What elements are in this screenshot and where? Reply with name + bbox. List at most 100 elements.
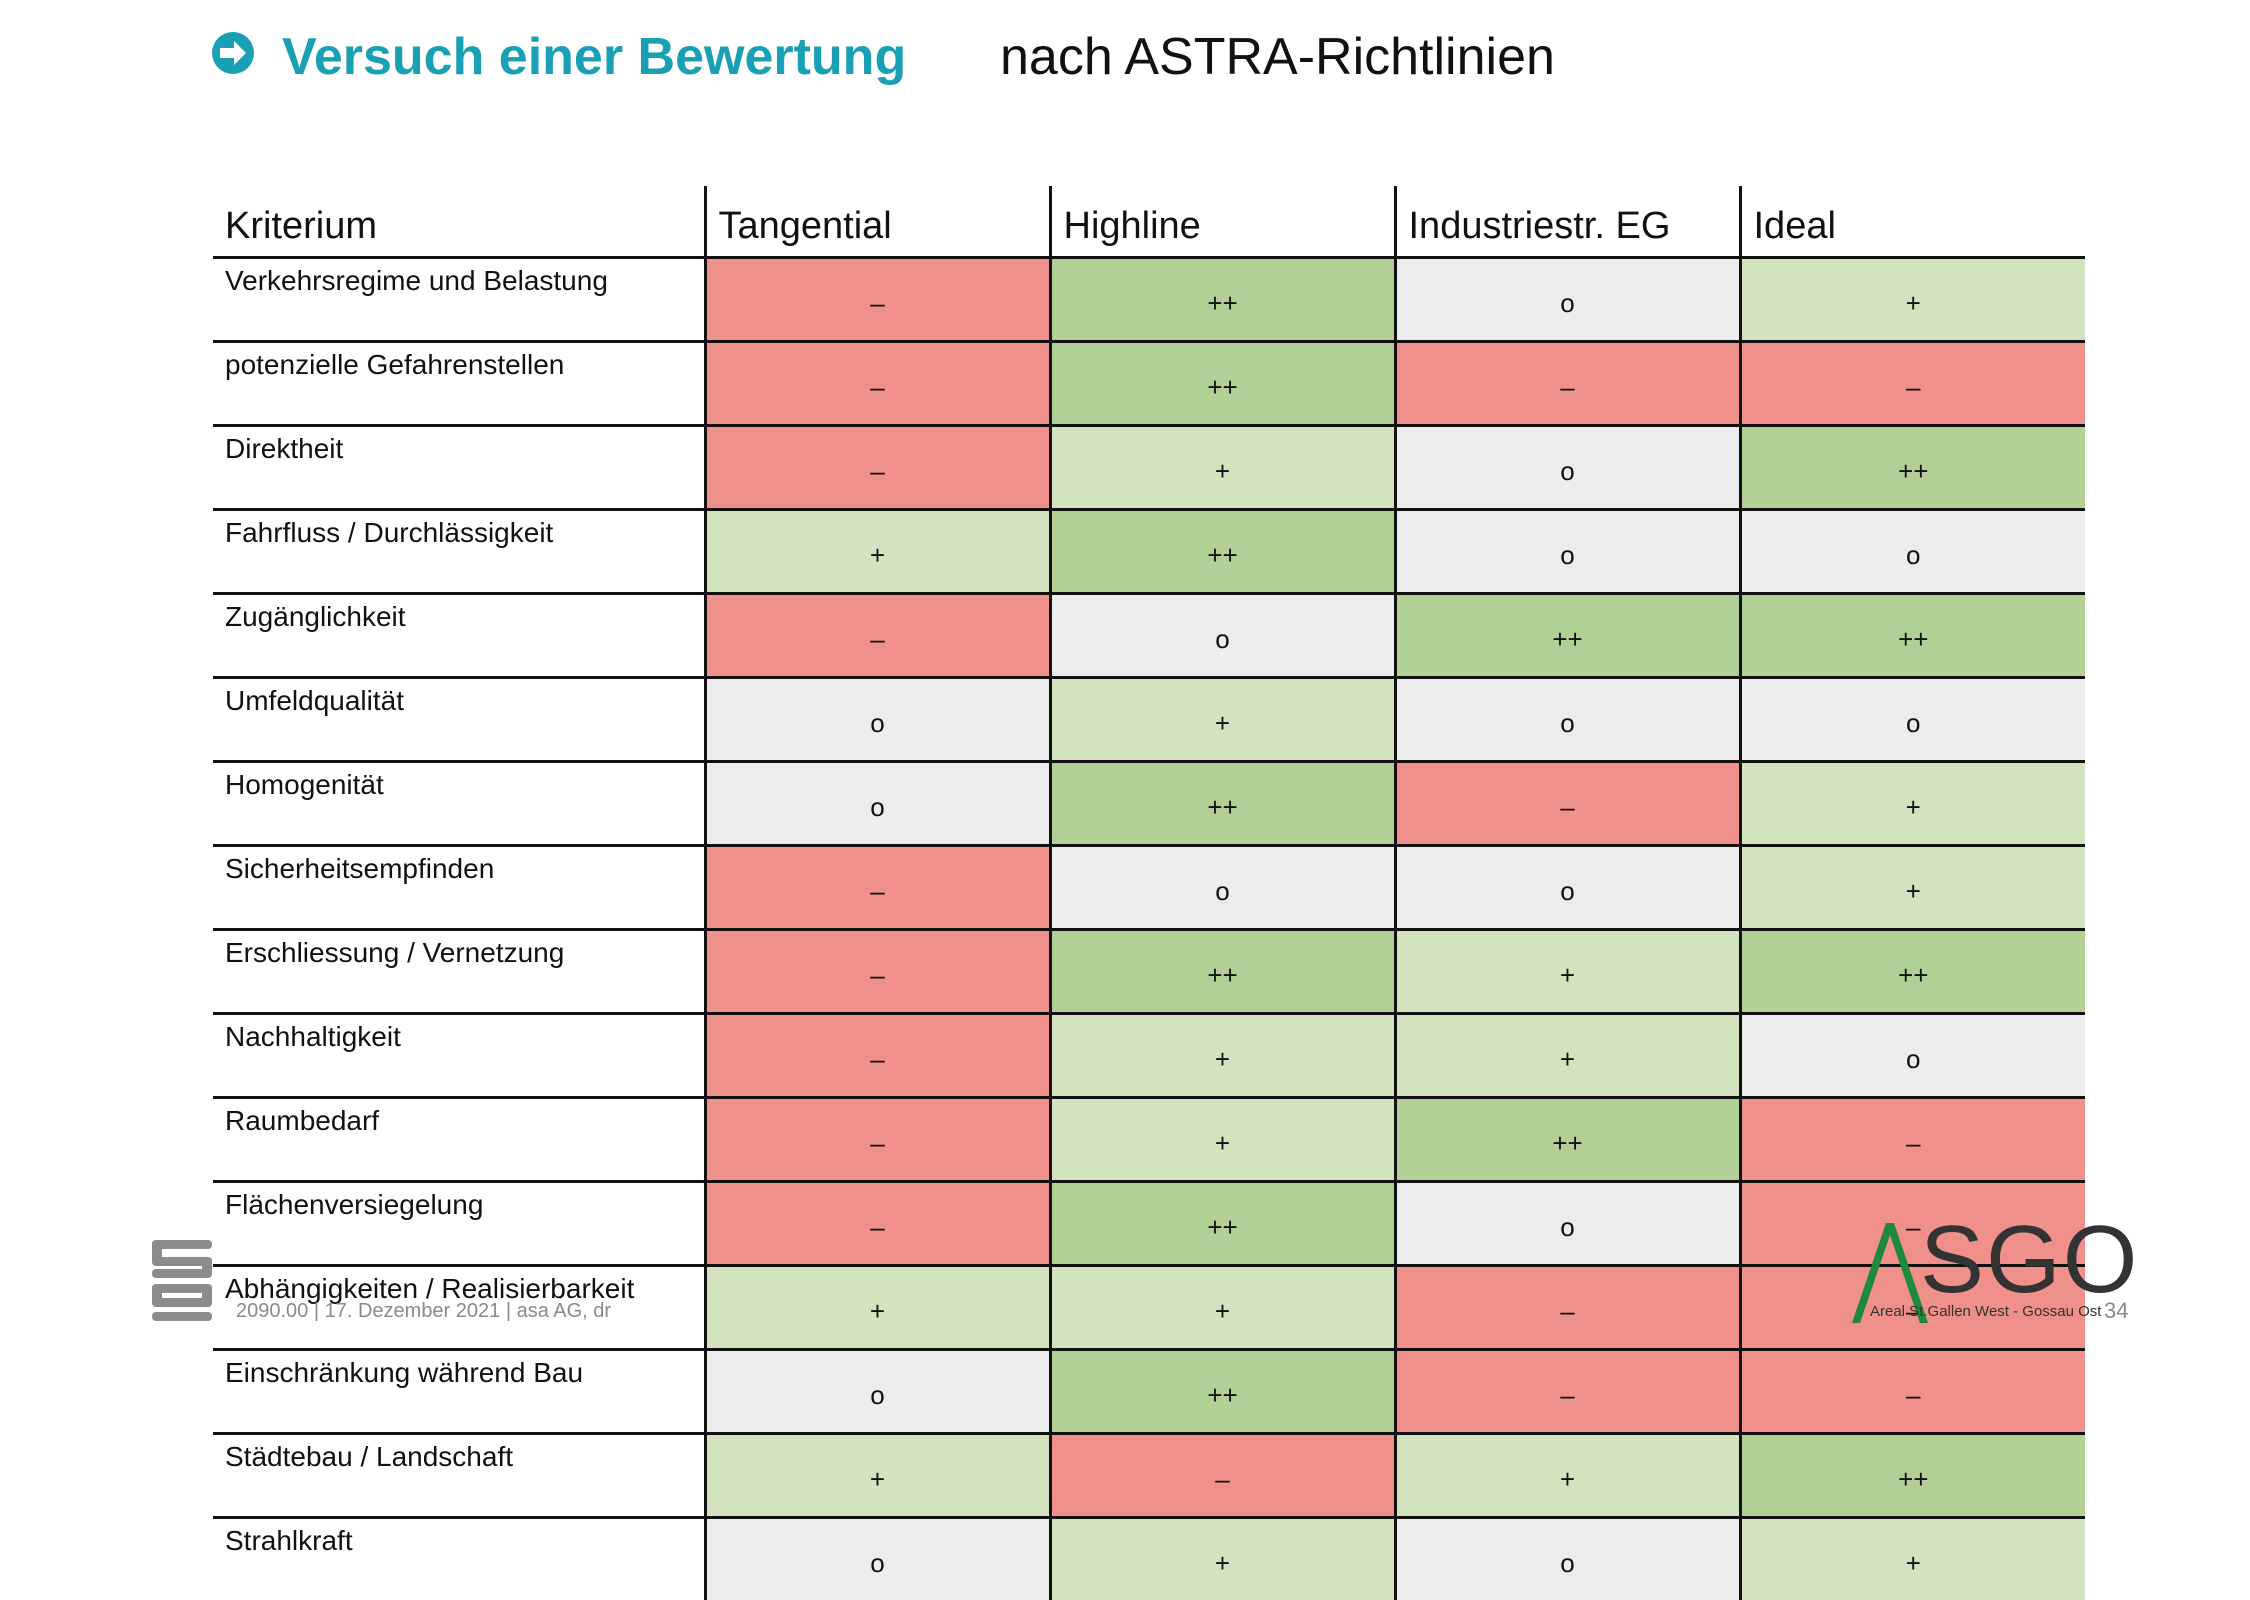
rating-cell-tangential: – xyxy=(705,426,1050,510)
rating-cell-ideal: + xyxy=(1740,846,2085,930)
rating-cell-highline: ++ xyxy=(1050,258,1395,342)
rating-cell-ideal: – xyxy=(1740,1098,2085,1182)
rating-cell-tangential: + xyxy=(705,1434,1050,1518)
header-industriestr: Industriestr. EG xyxy=(1395,186,1740,258)
table-row: Verkehrsregime und Belastung–++o+ xyxy=(213,258,2085,342)
slide-subtitle: nach ASTRA-Richtlinien xyxy=(1000,22,1555,92)
rating-cell-industriestr: + xyxy=(1395,930,1740,1014)
rating-cell-tangential: – xyxy=(705,846,1050,930)
rating-cell-industriestr: – xyxy=(1395,342,1740,426)
criterion-label: Verkehrsregime und Belastung xyxy=(213,258,705,342)
rating-cell-ideal: ++ xyxy=(1740,594,2085,678)
table-row: Flächenversiegelung–++o– xyxy=(213,1182,2085,1266)
rating-cell-industriestr: o xyxy=(1395,258,1740,342)
rating-cell-ideal: – xyxy=(1740,342,2085,426)
rating-cell-industriestr: o xyxy=(1395,426,1740,510)
rating-cell-tangential: + xyxy=(705,1266,1050,1350)
rating-cell-highline: + xyxy=(1050,426,1395,510)
criterion-label: potenzielle Gefahrenstellen xyxy=(213,342,705,426)
rating-cell-ideal: + xyxy=(1740,258,2085,342)
rating-cell-highline: + xyxy=(1050,1266,1395,1350)
rating-cell-ideal: o xyxy=(1740,510,2085,594)
slide-title-row: Versuch einer Bewertung nach ASTRA-Richt… xyxy=(210,22,2110,92)
rating-cell-tangential: o xyxy=(705,762,1050,846)
rating-cell-tangential: – xyxy=(705,1014,1050,1098)
rating-cell-industriestr: ++ xyxy=(1395,594,1740,678)
rating-cell-industriestr: o xyxy=(1395,846,1740,930)
rating-cell-highline: + xyxy=(1050,1098,1395,1182)
table-row: Raumbedarf–+++– xyxy=(213,1098,2085,1182)
rating-cell-highline: + xyxy=(1050,1518,1395,1600)
rating-cell-industriestr: o xyxy=(1395,1182,1740,1266)
rating-cell-industriestr: o xyxy=(1395,1518,1740,1600)
rating-cell-tangential: o xyxy=(705,678,1050,762)
arrow-right-circle-icon xyxy=(210,30,256,76)
evaluation-table: Kriterium Tangential Highline Industries… xyxy=(213,186,2085,1600)
slide-title: Versuch einer Bewertung xyxy=(282,22,906,92)
table-row: potenzielle Gefahrenstellen–++–– xyxy=(213,342,2085,426)
rating-cell-ideal: ++ xyxy=(1740,426,2085,510)
page-number: 34 xyxy=(2104,1298,2128,1324)
rating-cell-highline: + xyxy=(1050,1014,1395,1098)
criterion-label: Homogenität xyxy=(213,762,705,846)
rating-cell-industriestr: o xyxy=(1395,510,1740,594)
rating-cell-highline: ++ xyxy=(1050,342,1395,426)
criterion-label: Fahrfluss / Durchlässigkeit xyxy=(213,510,705,594)
rating-cell-highline: ++ xyxy=(1050,762,1395,846)
header-highline: Highline xyxy=(1050,186,1395,258)
criterion-label: Sicherheitsempfinden xyxy=(213,846,705,930)
asa-logo xyxy=(148,1238,216,1322)
table-body: Verkehrsregime und Belastung–++o+potenzi… xyxy=(213,258,2085,1600)
rating-cell-tangential: – xyxy=(705,1182,1050,1266)
table-header-row: Kriterium Tangential Highline Industries… xyxy=(213,186,2085,258)
header-ideal: Ideal xyxy=(1740,186,2085,258)
criterion-label: Direktheit xyxy=(213,426,705,510)
rating-cell-industriestr: – xyxy=(1395,1266,1740,1350)
rating-cell-tangential: o xyxy=(705,1350,1050,1434)
criterion-label: Nachhaltigkeit xyxy=(213,1014,705,1098)
table-row: Direktheit–+o++ xyxy=(213,426,2085,510)
rating-cell-ideal: – xyxy=(1740,1350,2085,1434)
rating-cell-industriestr: o xyxy=(1395,678,1740,762)
rating-cell-ideal: ++ xyxy=(1740,1434,2085,1518)
rating-cell-tangential: – xyxy=(705,342,1050,426)
criterion-label: Städtebau / Landschaft xyxy=(213,1434,705,1518)
rating-cell-tangential: – xyxy=(705,258,1050,342)
criterion-label: Raumbedarf xyxy=(213,1098,705,1182)
rating-cell-tangential: – xyxy=(705,594,1050,678)
table-row: Erschliessung / Vernetzung–+++++ xyxy=(213,930,2085,1014)
criterion-label: Erschliessung / Vernetzung xyxy=(213,930,705,1014)
rating-cell-industriestr: + xyxy=(1395,1014,1740,1098)
header-tangential: Tangential xyxy=(705,186,1050,258)
rating-cell-industriestr: – xyxy=(1395,762,1740,846)
table-row: Städtebau / Landschaft+–+++ xyxy=(213,1434,2085,1518)
rating-cell-highline: ++ xyxy=(1050,930,1395,1014)
rating-cell-ideal: + xyxy=(1740,1518,2085,1600)
rating-cell-tangential: – xyxy=(705,1098,1050,1182)
rating-cell-highline: o xyxy=(1050,594,1395,678)
criterion-label: Strahlkraft xyxy=(213,1518,705,1600)
rating-cell-industriestr: ++ xyxy=(1395,1098,1740,1182)
rating-cell-tangential: o xyxy=(705,1518,1050,1600)
criterion-label: Umfeldqualität xyxy=(213,678,705,762)
rating-cell-ideal: + xyxy=(1740,762,2085,846)
asgo-brand-caption: Areal St.Gallen West - Gossau Ost xyxy=(1870,1303,2101,1320)
criterion-label: Flächenversiegelung xyxy=(213,1182,705,1266)
criterion-label: Zugänglichkeit xyxy=(213,594,705,678)
rating-cell-industriestr: – xyxy=(1395,1350,1740,1434)
rating-cell-highline: o xyxy=(1050,846,1395,930)
asgo-brand-word: SGO xyxy=(1920,1210,2139,1310)
rating-cell-ideal: o xyxy=(1740,678,2085,762)
header-kriterium: Kriterium xyxy=(213,186,705,258)
rating-cell-ideal: ++ xyxy=(1740,930,2085,1014)
rating-cell-tangential: + xyxy=(705,510,1050,594)
rating-cell-highline: – xyxy=(1050,1434,1395,1518)
rating-cell-highline: ++ xyxy=(1050,1350,1395,1434)
criterion-label: Einschränkung während Bau xyxy=(213,1350,705,1434)
